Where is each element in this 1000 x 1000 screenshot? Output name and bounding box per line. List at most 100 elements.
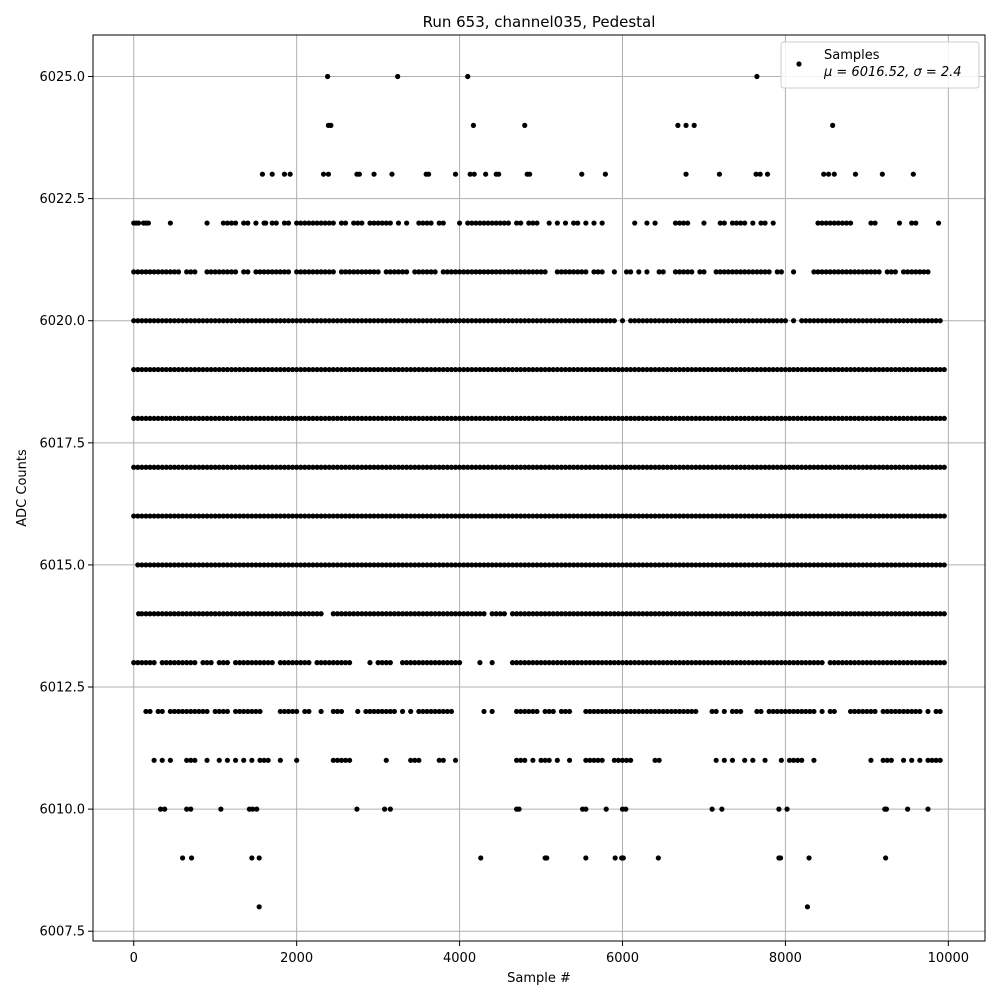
data-point — [375, 366, 381, 373]
data-point — [852, 708, 858, 715]
data-point — [232, 513, 239, 519]
data-point — [937, 757, 943, 763]
data-point — [856, 708, 862, 715]
data-point — [910, 171, 916, 177]
data-point — [241, 757, 247, 763]
data-point — [188, 366, 194, 373]
data-point — [542, 757, 548, 763]
data-point — [623, 660, 630, 666]
data-point — [762, 757, 768, 763]
data-point — [387, 660, 393, 666]
data-point — [338, 220, 345, 226]
data-point — [770, 562, 776, 568]
data-point — [835, 318, 841, 324]
data-point — [835, 269, 841, 275]
data-point — [208, 318, 214, 324]
data-point — [314, 220, 320, 226]
data-point — [326, 513, 332, 519]
data-point — [795, 464, 801, 470]
data-point — [750, 660, 756, 666]
data-point — [448, 513, 455, 519]
data-point — [379, 464, 385, 470]
data-point — [171, 513, 178, 519]
data-point — [387, 611, 393, 617]
data-point — [795, 708, 801, 715]
data-point — [884, 366, 890, 373]
data-point — [685, 708, 691, 715]
data-point — [750, 464, 756, 470]
data-point — [595, 757, 601, 763]
data-point — [648, 464, 654, 470]
data-point — [196, 318, 202, 324]
data-point — [395, 318, 402, 324]
data-point — [595, 464, 601, 470]
data-point — [693, 415, 699, 422]
data-point — [888, 513, 894, 519]
data-point — [872, 611, 878, 617]
data-point — [835, 415, 841, 422]
data-point — [273, 318, 279, 324]
x-axis-label: Sample # — [507, 971, 571, 986]
data-point — [587, 513, 593, 519]
data-point — [501, 464, 507, 470]
data-point — [709, 806, 715, 812]
data-point — [676, 269, 683, 275]
data-point — [872, 366, 878, 373]
data-point — [937, 611, 943, 617]
data-point — [314, 660, 320, 666]
data-point — [717, 611, 723, 617]
data-point — [937, 513, 943, 519]
data-point — [754, 464, 760, 470]
data-point — [383, 513, 389, 519]
data-point — [819, 708, 825, 715]
data-point — [143, 269, 149, 275]
data-point — [742, 757, 748, 763]
data-point — [550, 611, 556, 617]
data-point — [795, 757, 801, 763]
data-point — [672, 464, 679, 470]
data-point — [652, 220, 658, 226]
data-point — [546, 415, 552, 422]
data-point — [277, 464, 283, 470]
data-point — [444, 660, 450, 666]
data-point — [680, 562, 687, 568]
data-point — [432, 415, 438, 422]
data-point — [868, 562, 874, 568]
data-point — [216, 660, 222, 666]
data-point — [884, 708, 890, 715]
data-point — [485, 318, 491, 324]
data-point — [680, 611, 687, 617]
data-point — [167, 513, 173, 519]
data-point — [489, 611, 495, 617]
data-point — [660, 660, 666, 666]
data-point — [326, 562, 332, 568]
x-tick-label: 0 — [130, 951, 138, 966]
data-point — [465, 366, 471, 373]
data-point — [383, 318, 389, 324]
data-point — [546, 562, 552, 568]
data-point — [347, 611, 353, 617]
data-point — [831, 269, 837, 275]
data-point — [249, 708, 255, 715]
data-point — [477, 269, 483, 275]
data-point — [566, 415, 573, 422]
data-point — [823, 269, 829, 275]
data-point — [383, 366, 389, 373]
data-point — [921, 660, 927, 666]
data-point — [204, 220, 210, 226]
data-point — [306, 513, 312, 519]
data-point — [448, 660, 455, 666]
data-point — [518, 562, 524, 568]
data-point — [509, 415, 516, 422]
data-point — [615, 660, 622, 666]
data-point — [522, 660, 528, 666]
data-point — [648, 660, 654, 666]
data-point — [383, 708, 389, 715]
data-point — [905, 806, 911, 812]
data-point — [864, 660, 870, 666]
data-point — [261, 660, 267, 666]
data-point — [232, 611, 239, 617]
data-point — [599, 464, 605, 470]
data-point — [538, 464, 544, 470]
data-point — [224, 611, 231, 617]
